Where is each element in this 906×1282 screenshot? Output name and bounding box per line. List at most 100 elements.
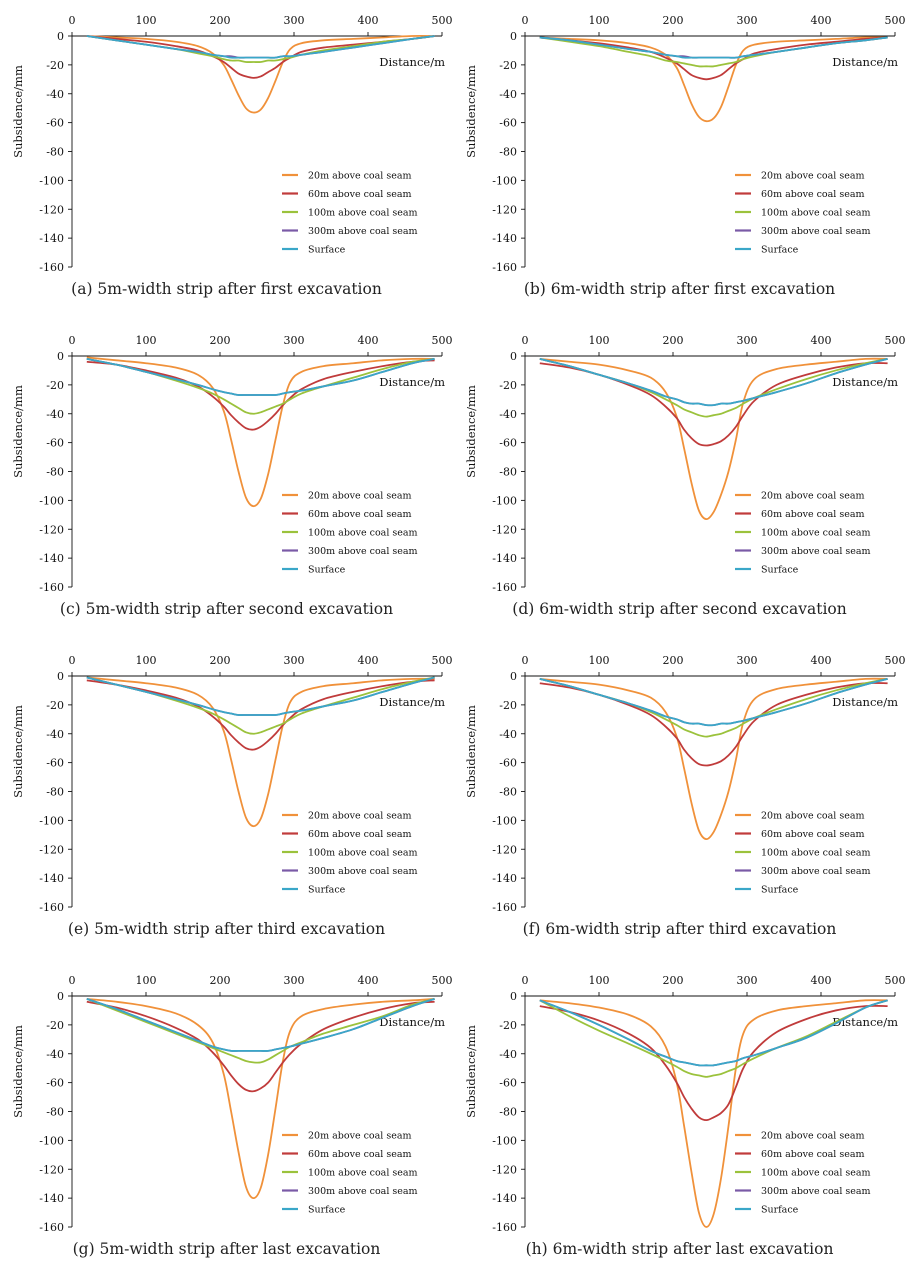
chart-e-caption: (e) 5m-width strip after third excavatio… — [67, 920, 386, 938]
legend-label-20m-above-coal-seam: 20m above coal seam — [761, 811, 865, 822]
x-tick-label: 400 — [358, 654, 379, 667]
series-line-100m-above-coal-seam — [86, 357, 435, 415]
series-line-100m-above-coal-seam — [86, 998, 435, 1064]
x-tick-label: 500 — [432, 14, 453, 27]
x-tick-label: 300 — [737, 14, 758, 27]
x-tick-label: 200 — [210, 654, 231, 667]
x-tick-label: 300 — [284, 334, 305, 347]
chart-panel-f: 0 100 200 300 400 500 0 -20 -40 -60 -80 -100 -120 -14… — [453, 640, 906, 960]
y-tick-label: -140 — [39, 872, 64, 885]
series-line-surface — [86, 358, 435, 396]
y-tick-label: -60 — [46, 1077, 64, 1090]
y-tick-label: -120 — [39, 1163, 64, 1176]
legend-label-surface: Surface — [761, 885, 799, 896]
chart-g-svg: 0 100 200 300 400 500 0 -20 -40 -60 -80 -100 -120 -14… — [11, 974, 453, 1234]
x-tick-label: 0 — [69, 334, 76, 347]
legend-label-20m-above-coal-seam: 20m above coal seam — [761, 171, 865, 182]
y-tick-label: -40 — [499, 1048, 517, 1061]
chart-panel-e: 0 100 200 300 400 500 0 -20 -40 -60 -80 -100 -120 -14… — [0, 640, 453, 960]
y-tick-label: -120 — [492, 1163, 517, 1176]
series-line-20m-above-coal-seam — [86, 356, 435, 508]
y-tick-label: -160 — [39, 261, 64, 274]
legend-label-300m-above-coal-seam: 300m above coal seam — [308, 1186, 418, 1197]
y-tick-label: -80 — [499, 786, 517, 799]
y-axis-title: Subsidence/mm — [464, 65, 478, 158]
y-tick-label: 0 — [57, 670, 64, 683]
y-tick-label: -40 — [46, 728, 64, 741]
x-tick-label: 0 — [522, 14, 529, 27]
y-tick-label: -80 — [46, 786, 64, 799]
series-line-60m-above-coal-seam — [539, 1004, 888, 1122]
y-tick-label: -120 — [492, 203, 517, 216]
x-tick-label: 400 — [811, 654, 832, 667]
x-tick-label: 0 — [522, 334, 529, 347]
x-tick-label: 100 — [589, 654, 610, 667]
x-tick-label: 200 — [210, 14, 231, 27]
y-tick-label: -80 — [499, 146, 517, 159]
x-tick-label: 400 — [358, 334, 379, 347]
y-axis-title: Subsidence/mm — [464, 705, 478, 798]
x-tick-label: 400 — [811, 974, 832, 987]
y-tick-label: 0 — [510, 350, 517, 363]
x-axis-title: Distance/m — [832, 1015, 898, 1029]
y-tick-label: -60 — [46, 437, 64, 450]
x-tick-label: 300 — [737, 334, 758, 347]
chart-d-caption: (d) 6m-width strip after second excavati… — [512, 600, 847, 618]
y-tick-label: -80 — [46, 146, 64, 159]
y-tick-label: -80 — [46, 1106, 64, 1119]
legend-label-300m-above-coal-seam: 300m above coal seam — [761, 546, 871, 557]
chart-a-caption: (a) 5m-width strip after first excavatio… — [71, 280, 382, 298]
y-tick-label: 0 — [57, 990, 64, 1003]
y-tick-label: -120 — [39, 203, 64, 216]
y-tick-label: -140 — [492, 1192, 517, 1205]
y-tick-label: 0 — [510, 990, 517, 1003]
chart-e-svg: 0 100 200 300 400 500 0 -20 -40 -60 -80 -100 -120 -14… — [11, 654, 453, 914]
legend-label-300m-above-coal-seam: 300m above coal seam — [761, 226, 871, 237]
chart-g-caption: (g) 5m-width strip after last excavation — [72, 1240, 381, 1258]
chart-d-svg: 0 100 200 300 400 500 0 -20 -40 -60 -80 -100 -120 -14… — [464, 334, 906, 594]
chart-panel-d: 0 100 200 300 400 500 0 -20 -40 -60 -80 -100 -120 -14… — [453, 320, 906, 640]
x-tick-label: 500 — [432, 974, 453, 987]
y-tick-label: -120 — [39, 843, 64, 856]
x-tick-label: 100 — [136, 974, 157, 987]
legend-label-surface: Surface — [761, 1205, 799, 1216]
x-tick-label: 100 — [589, 974, 610, 987]
x-tick-label: 0 — [69, 14, 76, 27]
chart-panel-a: 0 100 200 300 400 500 0 -20 -40 -60 -80 -100 -120 -14… — [0, 0, 453, 320]
chart-c-svg: 0 100 200 300 400 500 0 -20 -40 -60 -80 -100 -120 -14… — [11, 334, 453, 594]
legend-label-surface: Surface — [761, 565, 799, 576]
x-tick-label: 300 — [737, 654, 758, 667]
x-tick-label: 200 — [663, 654, 684, 667]
series-line-surface — [86, 676, 435, 716]
y-tick-label: -140 — [492, 232, 517, 245]
x-tick-label: 400 — [358, 14, 379, 27]
y-tick-label: -100 — [39, 494, 64, 507]
y-tick-label: -140 — [492, 872, 517, 885]
legend-label-60m-above-coal-seam: 60m above coal seam — [761, 1149, 865, 1160]
series-line-surface — [86, 998, 435, 1052]
y-tick-label: -40 — [499, 88, 517, 101]
y-tick-label: 0 — [510, 670, 517, 683]
legend-label-20m-above-coal-seam: 20m above coal seam — [308, 491, 412, 502]
legend-label-100m-above-coal-seam: 100m above coal seam — [761, 848, 871, 859]
y-tick-label: 0 — [57, 30, 64, 43]
y-tick-label: -80 — [499, 1106, 517, 1119]
x-tick-label: 500 — [432, 654, 453, 667]
y-tick-label: -100 — [492, 494, 517, 507]
y-tick-label: -40 — [499, 728, 517, 741]
y-tick-label: -60 — [499, 1077, 517, 1090]
series-line-100m-above-coal-seam — [86, 676, 435, 735]
chart-h-caption: (h) 6m-width strip after last excavation — [525, 1240, 834, 1258]
y-axis-title: Subsidence/mm — [11, 385, 25, 478]
x-tick-label: 0 — [69, 974, 76, 987]
x-tick-label: 400 — [811, 14, 832, 27]
x-tick-label: 200 — [210, 974, 231, 987]
x-tick-label: 500 — [432, 334, 453, 347]
chart-h-svg: 0 100 200 300 400 500 0 -20 -40 -60 -80 -100 -120 -14… — [464, 974, 906, 1234]
y-tick-label: -40 — [499, 408, 517, 421]
x-tick-label: 100 — [589, 334, 610, 347]
series-line-surface — [539, 358, 888, 407]
x-tick-label: 500 — [885, 334, 906, 347]
x-axis-title: Distance/m — [379, 695, 445, 709]
y-tick-label: -80 — [499, 466, 517, 479]
